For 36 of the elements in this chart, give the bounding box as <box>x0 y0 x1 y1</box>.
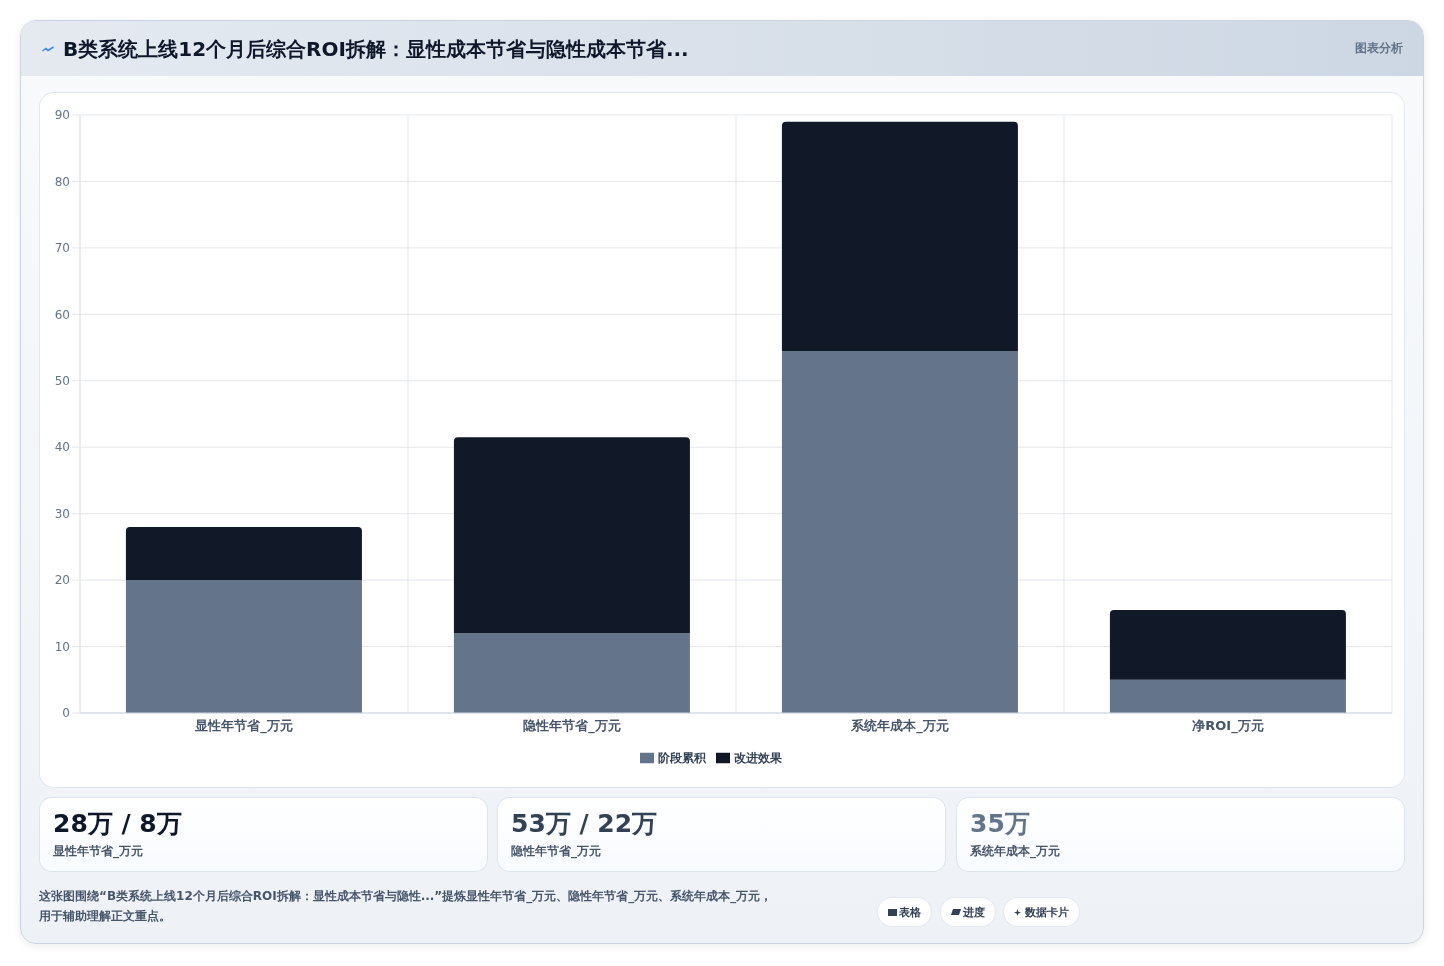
bar <box>453 437 690 634</box>
text: 显性年节省_万元 <box>53 843 143 859</box>
x-tick-label: 隐性年节省_万元 <box>523 718 621 735</box>
bar <box>1109 610 1346 680</box>
y-tick-label: 80 <box>54 174 70 189</box>
x-tick-label: 净ROI_万元 <box>1192 718 1264 735</box>
bar <box>125 580 362 713</box>
y-tick-label: 10 <box>54 639 70 654</box>
text: 隐性年节省_万元 <box>511 843 601 859</box>
y-tick-label: 50 <box>54 374 70 389</box>
y-tick-label: 20 <box>54 573 70 588</box>
text: 35万 <box>970 809 1030 839</box>
text: 表格 <box>899 904 921 920</box>
y-tick-label: 60 <box>54 307 70 322</box>
y-tick-label: 90 <box>54 108 70 123</box>
bar <box>1109 679 1346 713</box>
x-tick-label: 显性年节省_万元 <box>194 718 293 735</box>
text: 进度 <box>963 904 985 920</box>
text: 数据卡片 <box>1025 904 1069 920</box>
y-tick-label: 40 <box>54 440 70 455</box>
text: 图表分析 <box>1354 40 1403 56</box>
text: 28万 / 8万 <box>53 809 182 839</box>
bar <box>453 633 690 713</box>
chart-title: B类系统上线12个月后综合ROI拆解：显性成本节省与隐性成本节省... <box>63 36 689 62</box>
bar <box>781 350 1018 713</box>
bar <box>125 526 362 581</box>
y-tick-label: 70 <box>54 241 70 256</box>
y-tick-label: 0 <box>62 706 70 721</box>
text: 系统年成本_万元 <box>970 843 1060 859</box>
bar <box>781 121 1018 351</box>
y-tick-label: 30 <box>54 506 70 521</box>
legend-label: 阶段累积 <box>658 751 706 765</box>
text: 这张图围绕“B类系统上线12个月后综合ROI拆解：显性成本节省与隐性...”提炼显性年节省_万元、隐性年节省_万元、系统年成本_万元，用于辅助理解正文重点。 <box>39 888 774 925</box>
text: 53万 / 22万 <box>511 809 658 839</box>
legend-label: 改进效果 <box>734 751 782 765</box>
x-tick-label: 系统年成本_万元 <box>850 718 949 735</box>
